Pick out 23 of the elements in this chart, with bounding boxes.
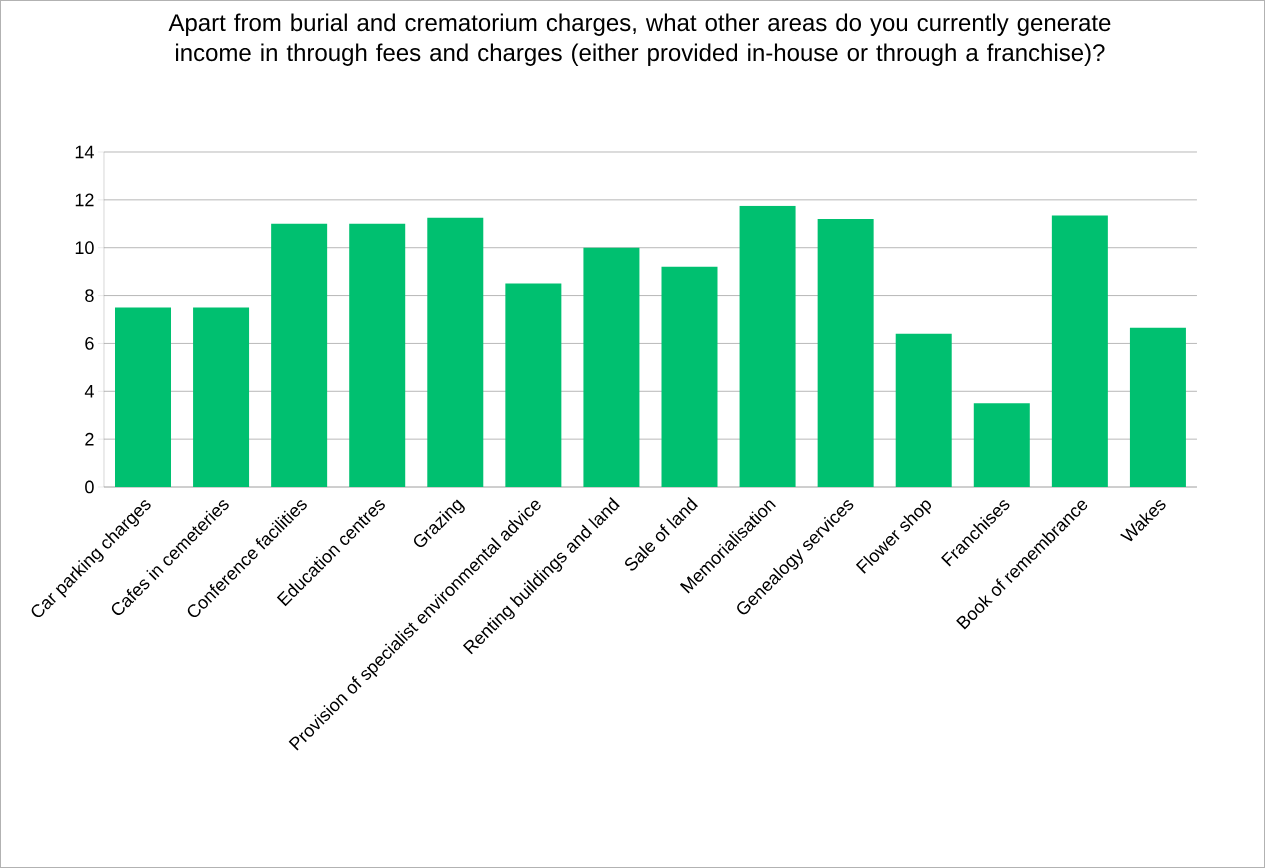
y-tick-label: 8 xyxy=(85,289,94,302)
y-tick-label: 14 xyxy=(75,145,94,159)
bar xyxy=(583,247,640,487)
y-tick-label: 2 xyxy=(85,432,94,446)
y-tick-label: 0 xyxy=(85,480,94,494)
bar xyxy=(427,217,484,487)
bar xyxy=(739,205,796,487)
y-tick-label: 12 xyxy=(75,193,94,207)
y-tick-label: 6 xyxy=(85,337,94,350)
bar xyxy=(1051,215,1108,487)
bar xyxy=(661,266,718,487)
bar xyxy=(349,223,406,487)
bar xyxy=(271,223,328,487)
bar xyxy=(973,403,1030,487)
bar xyxy=(817,219,874,487)
y-tick-label: 10 xyxy=(75,241,94,255)
bar xyxy=(115,307,172,487)
bar xyxy=(193,307,250,487)
y-tick-label: 4 xyxy=(84,385,94,398)
bar xyxy=(1129,327,1186,487)
bar xyxy=(895,333,952,487)
chart-title: Apart from burial and crematorium charges, what other areas do you currently generate income in through fees and charges (either provided in-house or through a franchise)? xyxy=(168,13,1111,66)
bar xyxy=(505,283,562,487)
